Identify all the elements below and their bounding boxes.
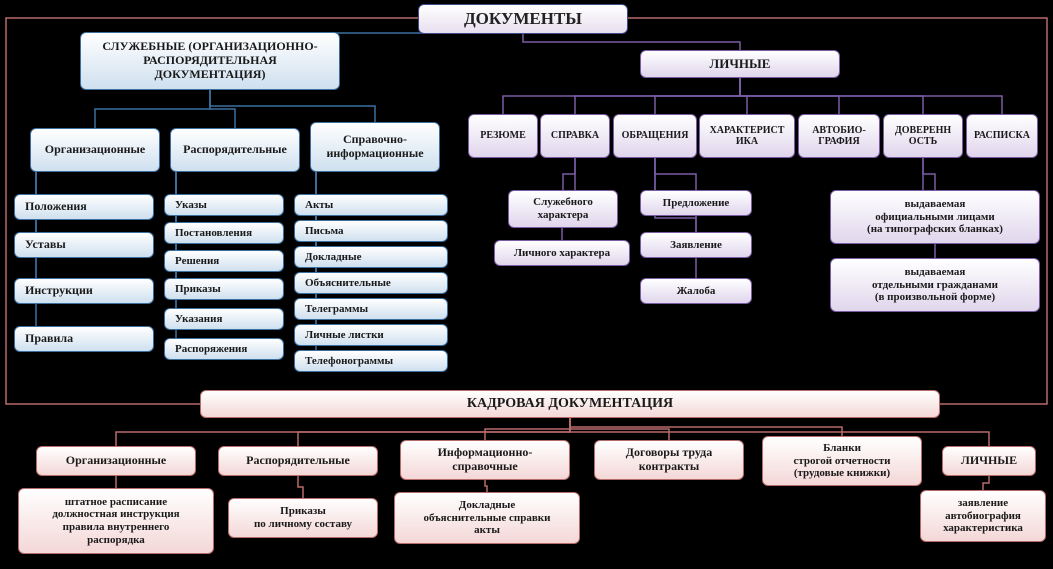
node-lich: ЛИЧНЫЕ — [640, 50, 840, 78]
node-org4: Правила — [14, 326, 154, 352]
node-k6a: заявлениеавтобиографияхарактеристика — [920, 490, 1046, 542]
node-k2a: Приказыпо личному составу — [228, 498, 378, 538]
node-s4: Объяснительные — [294, 272, 448, 294]
node-k3: Информационно-справочные — [400, 440, 570, 480]
node-p6: ДОВЕРЕННОСТЬ — [883, 114, 963, 158]
node-ob3: Жалоба — [640, 278, 752, 304]
node-org1: Положения — [14, 194, 154, 220]
node-s6: Личные листки — [294, 324, 448, 346]
node-kadr: КАДРОВАЯ ДОКУМЕНТАЦИЯ — [200, 390, 940, 418]
node-p3: ОБРАЩЕНИЯ — [613, 114, 697, 158]
node-s5: Телеграммы — [294, 298, 448, 320]
node-root: ДОКУМЕНТЫ — [418, 4, 628, 34]
node-org3: Инструкции — [14, 278, 154, 304]
node-k6: ЛИЧНЫЕ — [942, 446, 1036, 476]
node-r5: Указания — [164, 308, 284, 330]
node-rasp: Распорядительные — [170, 128, 300, 172]
node-ob1: Предложение — [640, 190, 752, 216]
node-sp2: Личного характера — [494, 240, 630, 266]
node-k5: Бланкистрогой отчетности(трудовые книжки… — [762, 436, 922, 486]
node-s7: Телефонограммы — [294, 350, 448, 372]
node-sp1: Служебногохарактера — [508, 190, 618, 228]
node-r3: Решения — [164, 250, 284, 272]
node-p4: ХАРАКТЕРИСТИКА — [699, 114, 795, 158]
node-k3a: Докладныеобъяснительные справкиакты — [394, 492, 580, 544]
node-k2: Распорядительные — [218, 446, 378, 476]
node-dv1: выдаваемаяофициальными лицами(на типогра… — [830, 190, 1040, 244]
node-ob2: Заявление — [640, 232, 752, 258]
node-r1: Указы — [164, 194, 284, 216]
node-r2: Постановления — [164, 222, 284, 244]
node-r6: Распоряжения — [164, 338, 284, 360]
node-p2: СПРАВКА — [540, 114, 610, 158]
node-p5: АВТОБИО-ГРАФИЯ — [798, 114, 880, 158]
node-s2: Письма — [294, 220, 448, 242]
node-s3: Докладные — [294, 246, 448, 268]
node-p1: РЕЗЮМЕ — [468, 114, 538, 158]
node-r4: Приказы — [164, 278, 284, 300]
node-org2: Уставы — [14, 232, 154, 258]
node-k4: Договоры трудаконтракты — [594, 440, 744, 480]
node-dv2: выдаваемаяотдельными гражданами(в произв… — [830, 258, 1040, 312]
node-spr: Справочно-информационные — [310, 122, 440, 172]
node-p7: РАСПИСКА — [966, 114, 1038, 158]
node-k1: Организационные — [36, 446, 196, 476]
node-s1: Акты — [294, 194, 448, 216]
node-k1a: штатное расписаниедолжностная инструкция… — [18, 488, 214, 554]
node-slu: СЛУЖЕБНЫЕ (ОРГАНИЗАЦИОННО-РАСПОРЯДИТЕЛЬН… — [80, 32, 340, 90]
node-org: Организационные — [30, 128, 160, 172]
